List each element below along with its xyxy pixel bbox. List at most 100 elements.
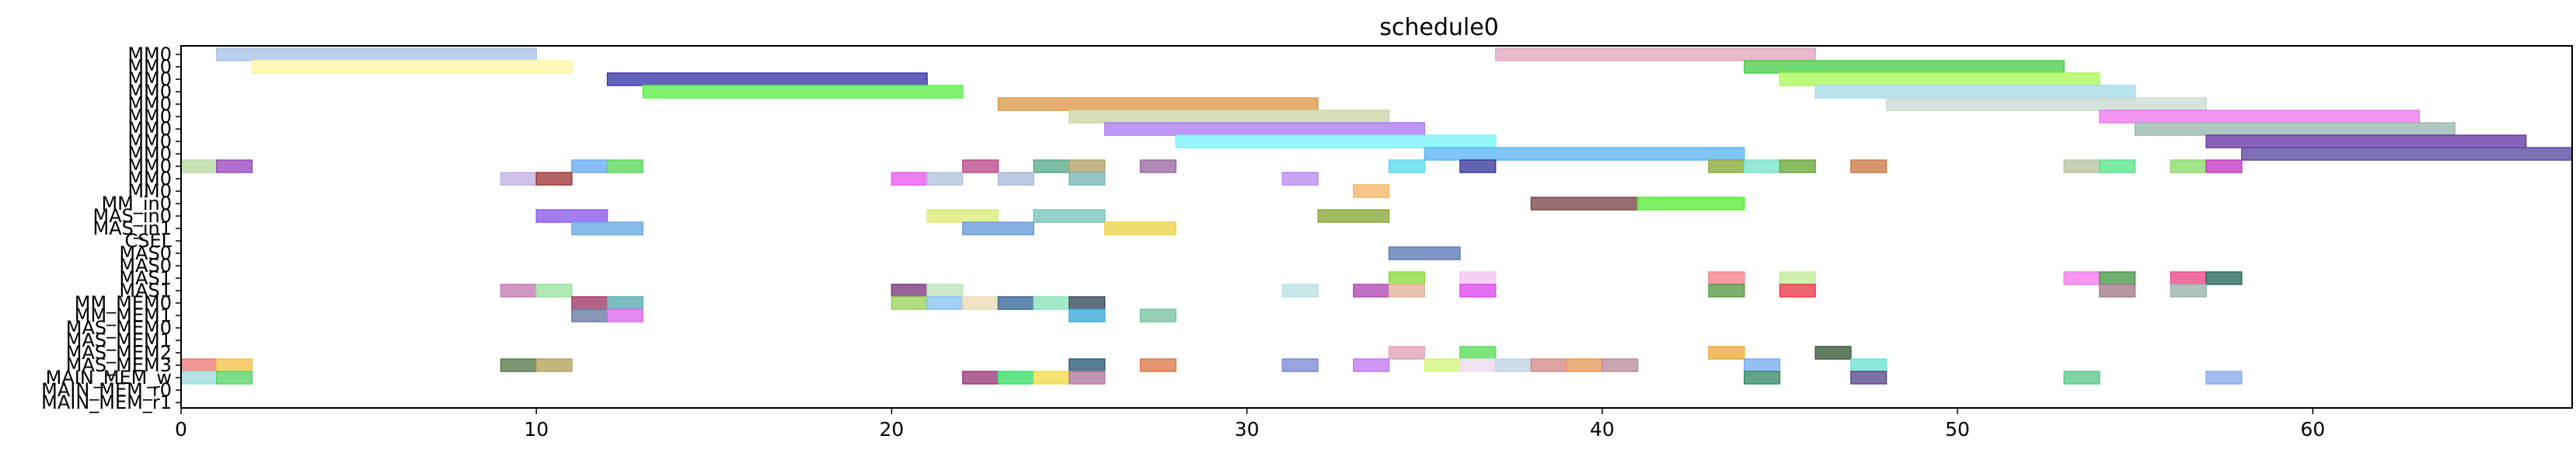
x-tick-label: 20 [880,418,905,441]
x-tick-label: 40 [1590,418,1615,441]
schedule-bar [1068,172,1106,186]
schedule-bar [2205,159,2243,173]
schedule-bar [1459,271,1497,285]
schedule-bar [997,296,1035,310]
schedule-bar [606,159,644,173]
schedule-bar [1388,159,1425,173]
x-tick-label: 50 [1945,418,1970,441]
schedule-bar [1779,284,1816,298]
x-axis: 0 10 20 30 40 50 60 [175,408,2325,441]
y-tick-label: MM0 [127,106,172,127]
y-tick-label: MM0 [127,81,172,103]
schedule-bar [1424,358,1461,372]
y-tick-label: MM_MEM1 [75,305,172,326]
schedule-bar [1566,358,1603,372]
schedule-bar [1494,47,1816,61]
y-tick-labels: MM0MM0MM0MM0MM0MM0MM0MM0MM0MM0MM0MM0MM_i… [41,44,181,413]
schedule-bar [1281,172,1319,186]
schedule-bar [1743,159,1781,173]
schedule-bar [1033,209,1106,223]
schedule-bar [2205,134,2527,148]
schedule-bar [1459,346,1497,360]
schedule-bar [1743,358,1781,372]
y-tick-label: MM_in0 [101,193,172,214]
schedule-bar [962,221,1035,235]
schedule-bar [1388,246,1461,260]
y-tick-label: MAS0 [119,255,172,277]
chart-title: schedule0 [1379,14,1499,41]
schedule-bar [1530,358,1567,372]
schedule-bar [1388,346,1425,360]
schedule-bar [962,371,999,385]
schedule-bar [1175,134,1497,148]
schedule-bar [1885,97,2207,111]
schedule-bar [251,60,573,74]
schedule-bar [500,284,537,298]
plot-frame [180,45,2573,409]
x-tick-label: 10 [524,418,549,441]
schedule-bar [1139,308,1176,322]
schedule-bar [1424,147,1745,161]
schedule-bar [571,308,608,322]
schedule-bar [1033,159,1070,173]
schedule-bar [180,358,218,372]
schedule-bar [1281,284,1319,298]
schedule-bar [1281,358,1319,372]
schedule-bar [926,209,999,223]
schedule-bar [535,172,573,186]
y-tick-label: MAS_MEM1 [66,329,172,351]
schedule-bar [2099,110,2421,124]
schedule-bar [2170,159,2207,173]
schedule-bar [1779,271,1816,285]
schedule-bar [571,221,644,235]
schedule-bar [997,97,1319,111]
schedule-bar [2099,271,2136,285]
schedule-bar [926,172,964,186]
schedule-bar [891,172,928,186]
schedule-bar [1068,296,1106,310]
schedule-bar [1103,122,1425,136]
schedule-bar [1068,308,1106,322]
schedule-bar [571,159,608,173]
schedule-bar [1708,271,1745,285]
y-tick-label: MAS1 [119,267,172,289]
schedule-bar [2205,271,2243,285]
y-tick-label: MAIN_MEM_r0 [41,379,172,401]
schedule-bar [962,159,999,173]
schedule-bar [2099,284,2136,298]
schedule-bar [606,308,644,322]
schedule-bar [1743,60,2065,74]
y-tick-label: MAS_in1 [92,218,172,239]
y-tick-label: MM0 [127,68,172,90]
schedule-bar [1459,358,1497,372]
y-tick-label: MM_MEM0 [75,292,172,314]
schedule-bar [215,47,537,61]
schedule-bar [1459,159,1497,173]
y-tick-label: MAS_MEM0 [66,317,172,339]
schedule-bar [962,296,999,310]
schedule-bar [997,371,1035,385]
y-tick-label: MM0 [127,168,172,190]
y-tick-label: MM0 [127,131,172,152]
schedule-bar [1708,159,1745,173]
schedule-bar [215,159,253,173]
y-tick-label: MM0 [127,143,172,165]
schedule-bar [1459,284,1497,298]
y-tick-label: CSEL [124,230,172,252]
schedule-bar [1850,371,1888,385]
schedule-bar [891,284,928,298]
schedule-bar [215,371,253,385]
schedule-bar [926,284,964,298]
y-tick-label: MM0 [127,118,172,140]
schedule-bar [1068,358,1106,372]
schedule-bar [1814,346,1852,360]
schedule-bar [2063,371,2100,385]
x-tick-label: 60 [2300,418,2325,441]
schedule-bar [1353,184,1390,198]
schedule-bar [2170,284,2207,298]
y-tick-label: MM0 [127,56,172,78]
schedule-bar [2134,122,2456,136]
y-tick-label: MAS_MEM2 [66,342,172,364]
